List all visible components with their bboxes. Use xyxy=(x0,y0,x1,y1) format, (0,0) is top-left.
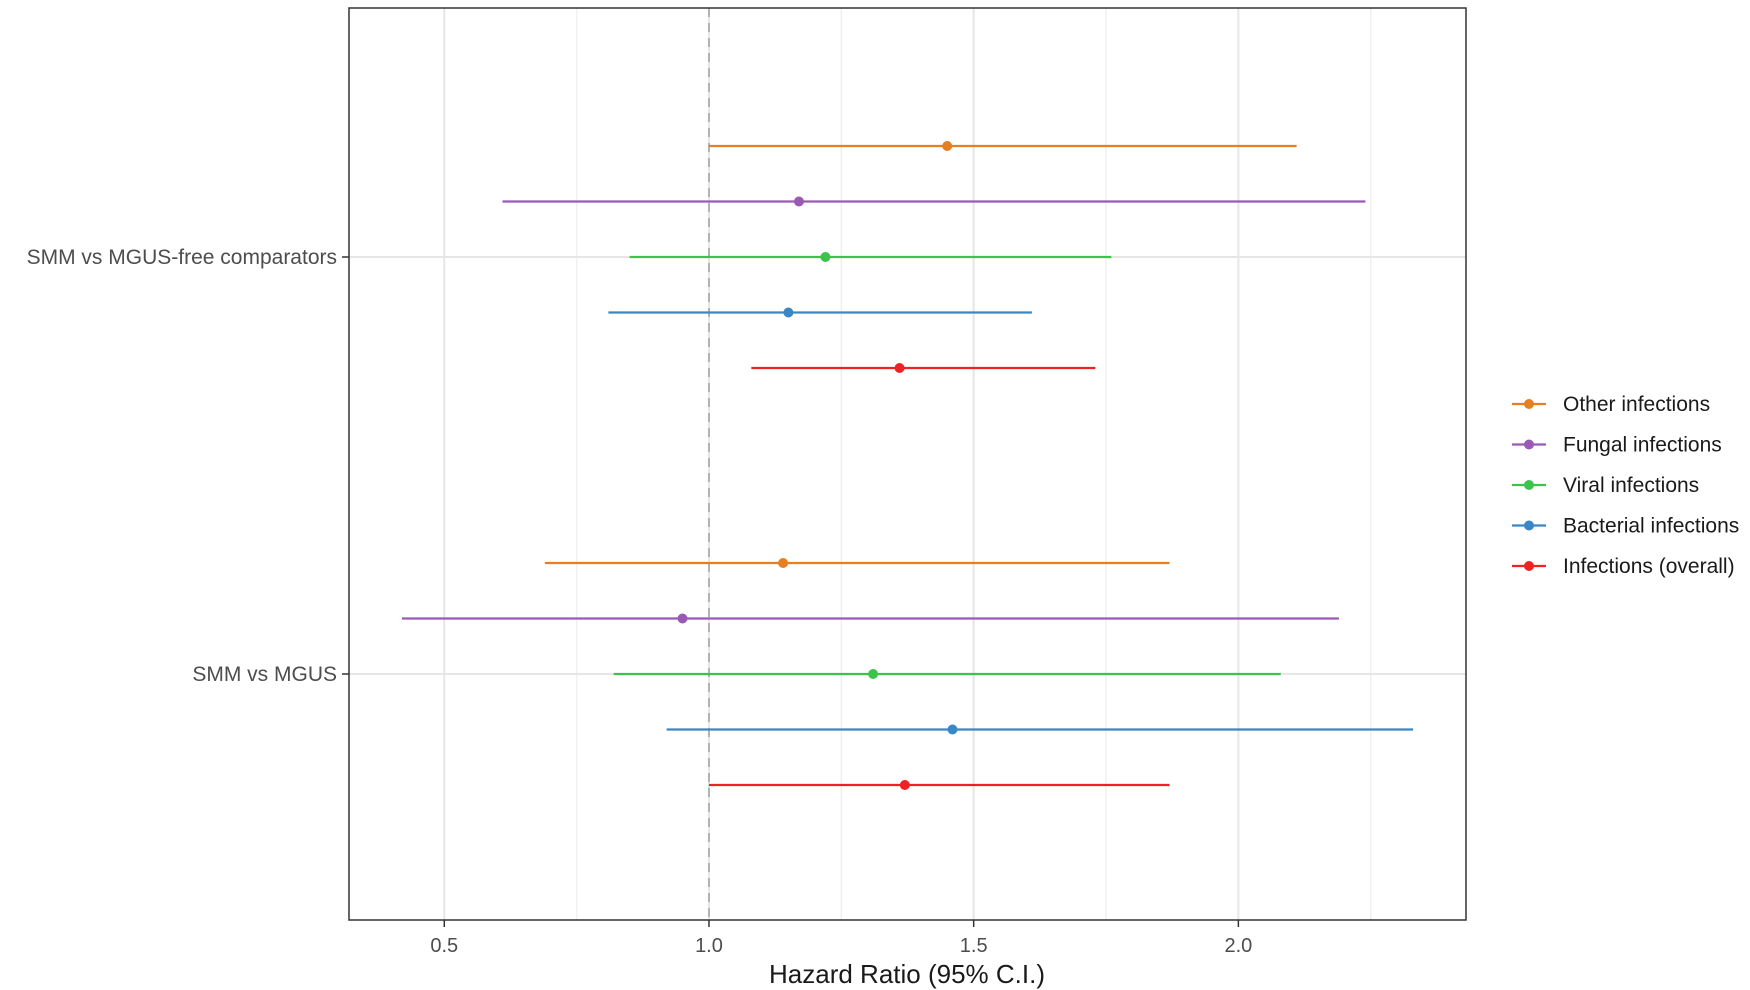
legend-label: Bacterial infections xyxy=(1563,515,1739,538)
point-estimate xyxy=(899,780,910,790)
x-tick-label: 1.5 xyxy=(960,935,988,957)
ci-bacterial-infections xyxy=(666,724,1414,735)
legend-key-point xyxy=(1524,480,1534,490)
legend-item: Infections (overall) xyxy=(1512,555,1735,578)
ci-other-infections xyxy=(544,558,1170,568)
legend-item: Bacterial infections xyxy=(1512,515,1739,538)
ci-infections-overall- xyxy=(751,363,1096,373)
point-estimate xyxy=(793,196,804,207)
legend-label: Other infections xyxy=(1563,393,1710,416)
y-tick-label: SMM vs MGUS xyxy=(192,663,337,686)
legend-key-point xyxy=(1524,439,1534,450)
point-estimate xyxy=(947,724,958,735)
data-marks xyxy=(401,141,1414,790)
ci-viral-infections xyxy=(629,252,1112,262)
legend-key-point xyxy=(1524,520,1534,531)
point-estimate xyxy=(868,669,879,679)
point-estimate xyxy=(942,141,953,151)
y-axis: SMM vs MGUS-free comparators SMM vs MGUS xyxy=(27,246,349,686)
ci-bacterial-infections xyxy=(608,307,1032,318)
x-tick-label: 0.5 xyxy=(430,935,458,957)
ci-infections-overall- xyxy=(708,780,1170,790)
plot-panel xyxy=(349,8,1466,920)
ci-fungal-infections xyxy=(502,196,1366,207)
point-estimate xyxy=(820,252,831,262)
legend-item: Fungal infections xyxy=(1512,434,1722,457)
point-estimate xyxy=(778,558,789,568)
plot-border xyxy=(348,7,1467,921)
ci-other-infections xyxy=(708,141,1297,151)
legend-item: Viral infections xyxy=(1512,474,1699,497)
x-tick-label: 1.0 xyxy=(695,935,723,957)
point-estimate xyxy=(677,613,688,624)
legend-label: Infections (overall) xyxy=(1563,555,1735,578)
legend-key-point xyxy=(1524,561,1534,571)
legend-label: Fungal infections xyxy=(1563,434,1722,457)
point-estimate xyxy=(783,307,794,318)
point-estimate xyxy=(894,363,905,373)
ci-fungal-infections xyxy=(401,613,1339,624)
x-tick-label: 2.0 xyxy=(1224,935,1252,957)
x-axis-title: Hazard Ratio (95% C.I.) xyxy=(769,959,1045,989)
y-tick-label: SMM vs MGUS-free comparators xyxy=(27,246,337,269)
x-axis: 0.5 1.0 1.5 2.0 xyxy=(430,920,1252,957)
legend-key-point xyxy=(1524,399,1534,409)
legend-item: Other infections xyxy=(1512,393,1710,416)
legend: Other infections Fungal infections Viral i… xyxy=(1512,393,1739,578)
legend-label: Viral infections xyxy=(1563,474,1699,497)
ci-viral-infections xyxy=(613,669,1281,679)
